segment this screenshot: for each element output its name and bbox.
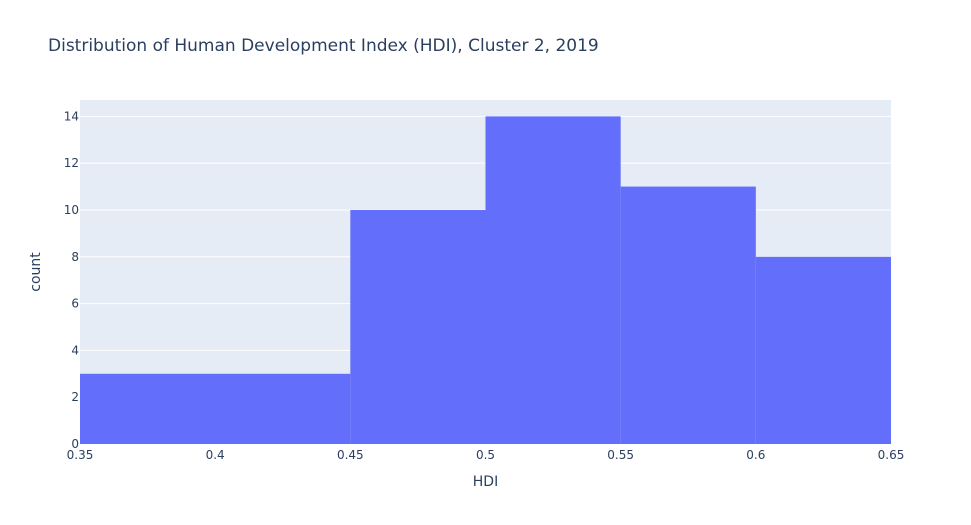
y-tick-label: 6	[71, 297, 79, 311]
x-tick-label: 0.6	[746, 448, 765, 462]
y-tick-label: 2	[71, 390, 79, 404]
x-tick-label: 0.5	[476, 448, 495, 462]
histogram-bar-2	[485, 116, 621, 444]
histogram-bar-4	[755, 256, 891, 444]
y-tick-label: 12	[64, 156, 79, 170]
histogram-bar-1	[350, 209, 486, 444]
chart-title: Distribution of Human Development Index …	[48, 36, 599, 56]
y-tick-label: 8	[71, 250, 79, 264]
x-tick-label: 0.45	[337, 448, 364, 462]
y-tick-label: 4	[71, 343, 79, 357]
y-axis-title: count	[28, 252, 44, 292]
x-tick-label: 0.35	[67, 448, 94, 462]
y-axis-ticks: 0 2 4 6 8 10 12 14	[64, 109, 79, 451]
y-tick-label: 14	[64, 109, 79, 123]
bars	[80, 116, 891, 445]
histogram-bar-3	[620, 186, 756, 445]
y-tick-label: 10	[64, 203, 79, 217]
x-axis-ticks: 0.35 0.4 0.45 0.5 0.55 0.6 0.65	[67, 448, 905, 462]
x-tick-label: 0.55	[607, 448, 634, 462]
x-tick-label: 0.65	[878, 448, 905, 462]
histogram-bar-0	[80, 373, 351, 444]
y-tick-label: 0	[71, 437, 79, 451]
x-axis-title: HDI	[473, 474, 498, 490]
x-tick-label: 0.4	[206, 448, 225, 462]
